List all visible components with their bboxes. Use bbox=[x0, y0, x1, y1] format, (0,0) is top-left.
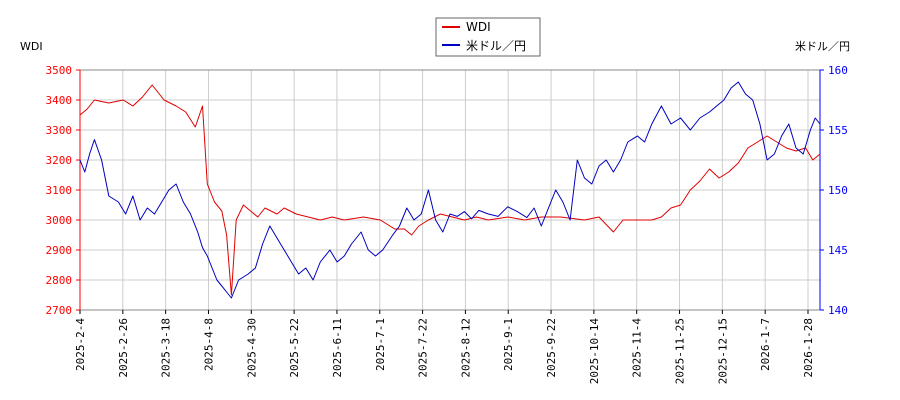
x-tick-label: 2025-12-15 bbox=[716, 318, 729, 384]
left-unit-label: WDI bbox=[20, 40, 43, 53]
x-tick-label: 2025-6-11 bbox=[331, 318, 344, 378]
legend-label-wdi: WDI bbox=[466, 20, 491, 34]
x-tick-label: 2025-9-22 bbox=[545, 318, 558, 378]
x-tick-label: 2025-4-30 bbox=[245, 318, 258, 378]
legend-label-usdjpy: 米ドル／円 bbox=[466, 39, 526, 53]
legend: WDI 米ドル／円 bbox=[435, 17, 541, 57]
x-tick-label: 2025-2-26 bbox=[117, 318, 130, 378]
left-tick-label: 2900 bbox=[46, 244, 73, 257]
right-tick-label: 155 bbox=[828, 124, 848, 137]
left-tick-label: 3000 bbox=[46, 214, 73, 227]
right-tick-label: 160 bbox=[828, 64, 848, 77]
x-tick-label: 2025-7-22 bbox=[417, 318, 430, 378]
x-tick-label: 2026-1-28 bbox=[802, 318, 815, 378]
right-axis: 140 145 150 155 160 bbox=[819, 64, 848, 317]
legend-box bbox=[435, 17, 541, 57]
left-tick-label: 2800 bbox=[46, 274, 73, 287]
right-tick-label: 150 bbox=[828, 184, 848, 197]
right-tick-label: 145 bbox=[828, 244, 848, 257]
x-tick-label: 2025-11-4 bbox=[631, 318, 644, 378]
x-tick-label: 2025-3-18 bbox=[160, 318, 173, 378]
left-tick-label: 3500 bbox=[46, 64, 73, 77]
left-tick-label: 3100 bbox=[46, 184, 73, 197]
x-axis: 2025-2-4 2025-2-26 2025-3-18 2025-4-8 2025-4… bbox=[74, 310, 815, 384]
x-tick-label: 2025-7-1 bbox=[374, 318, 387, 371]
grid-lines bbox=[79, 69, 820, 311]
x-tick-label: 2025-5-22 bbox=[288, 318, 301, 378]
left-tick-label: 3200 bbox=[46, 154, 73, 167]
x-tick-label: 2025-8-12 bbox=[459, 318, 472, 378]
x-tick-label: 2026-1-7 bbox=[759, 318, 772, 371]
x-tick-label: 2025-9-1 bbox=[502, 318, 515, 371]
series-line-wdi bbox=[79, 84, 821, 296]
series-line-usdjpy bbox=[79, 81, 821, 299]
left-tick-label: 3400 bbox=[46, 94, 73, 107]
x-tick-label: 2025-4-8 bbox=[202, 318, 215, 371]
right-unit-label: 米ドル／円 bbox=[795, 40, 850, 53]
left-tick-label: 2700 bbox=[46, 304, 73, 317]
left-tick-label: 3300 bbox=[46, 124, 73, 137]
x-tick-label: 2025-11-25 bbox=[674, 318, 687, 384]
x-tick-label: 2025-10-14 bbox=[588, 318, 601, 385]
series-layer bbox=[79, 81, 821, 299]
left-axis: 2700 2800 2900 3000 3100 3200 3300 3400 3500 bbox=[46, 64, 81, 317]
right-tick-label: 140 bbox=[828, 304, 848, 317]
x-tick-label: 2025-2-4 bbox=[74, 318, 87, 371]
